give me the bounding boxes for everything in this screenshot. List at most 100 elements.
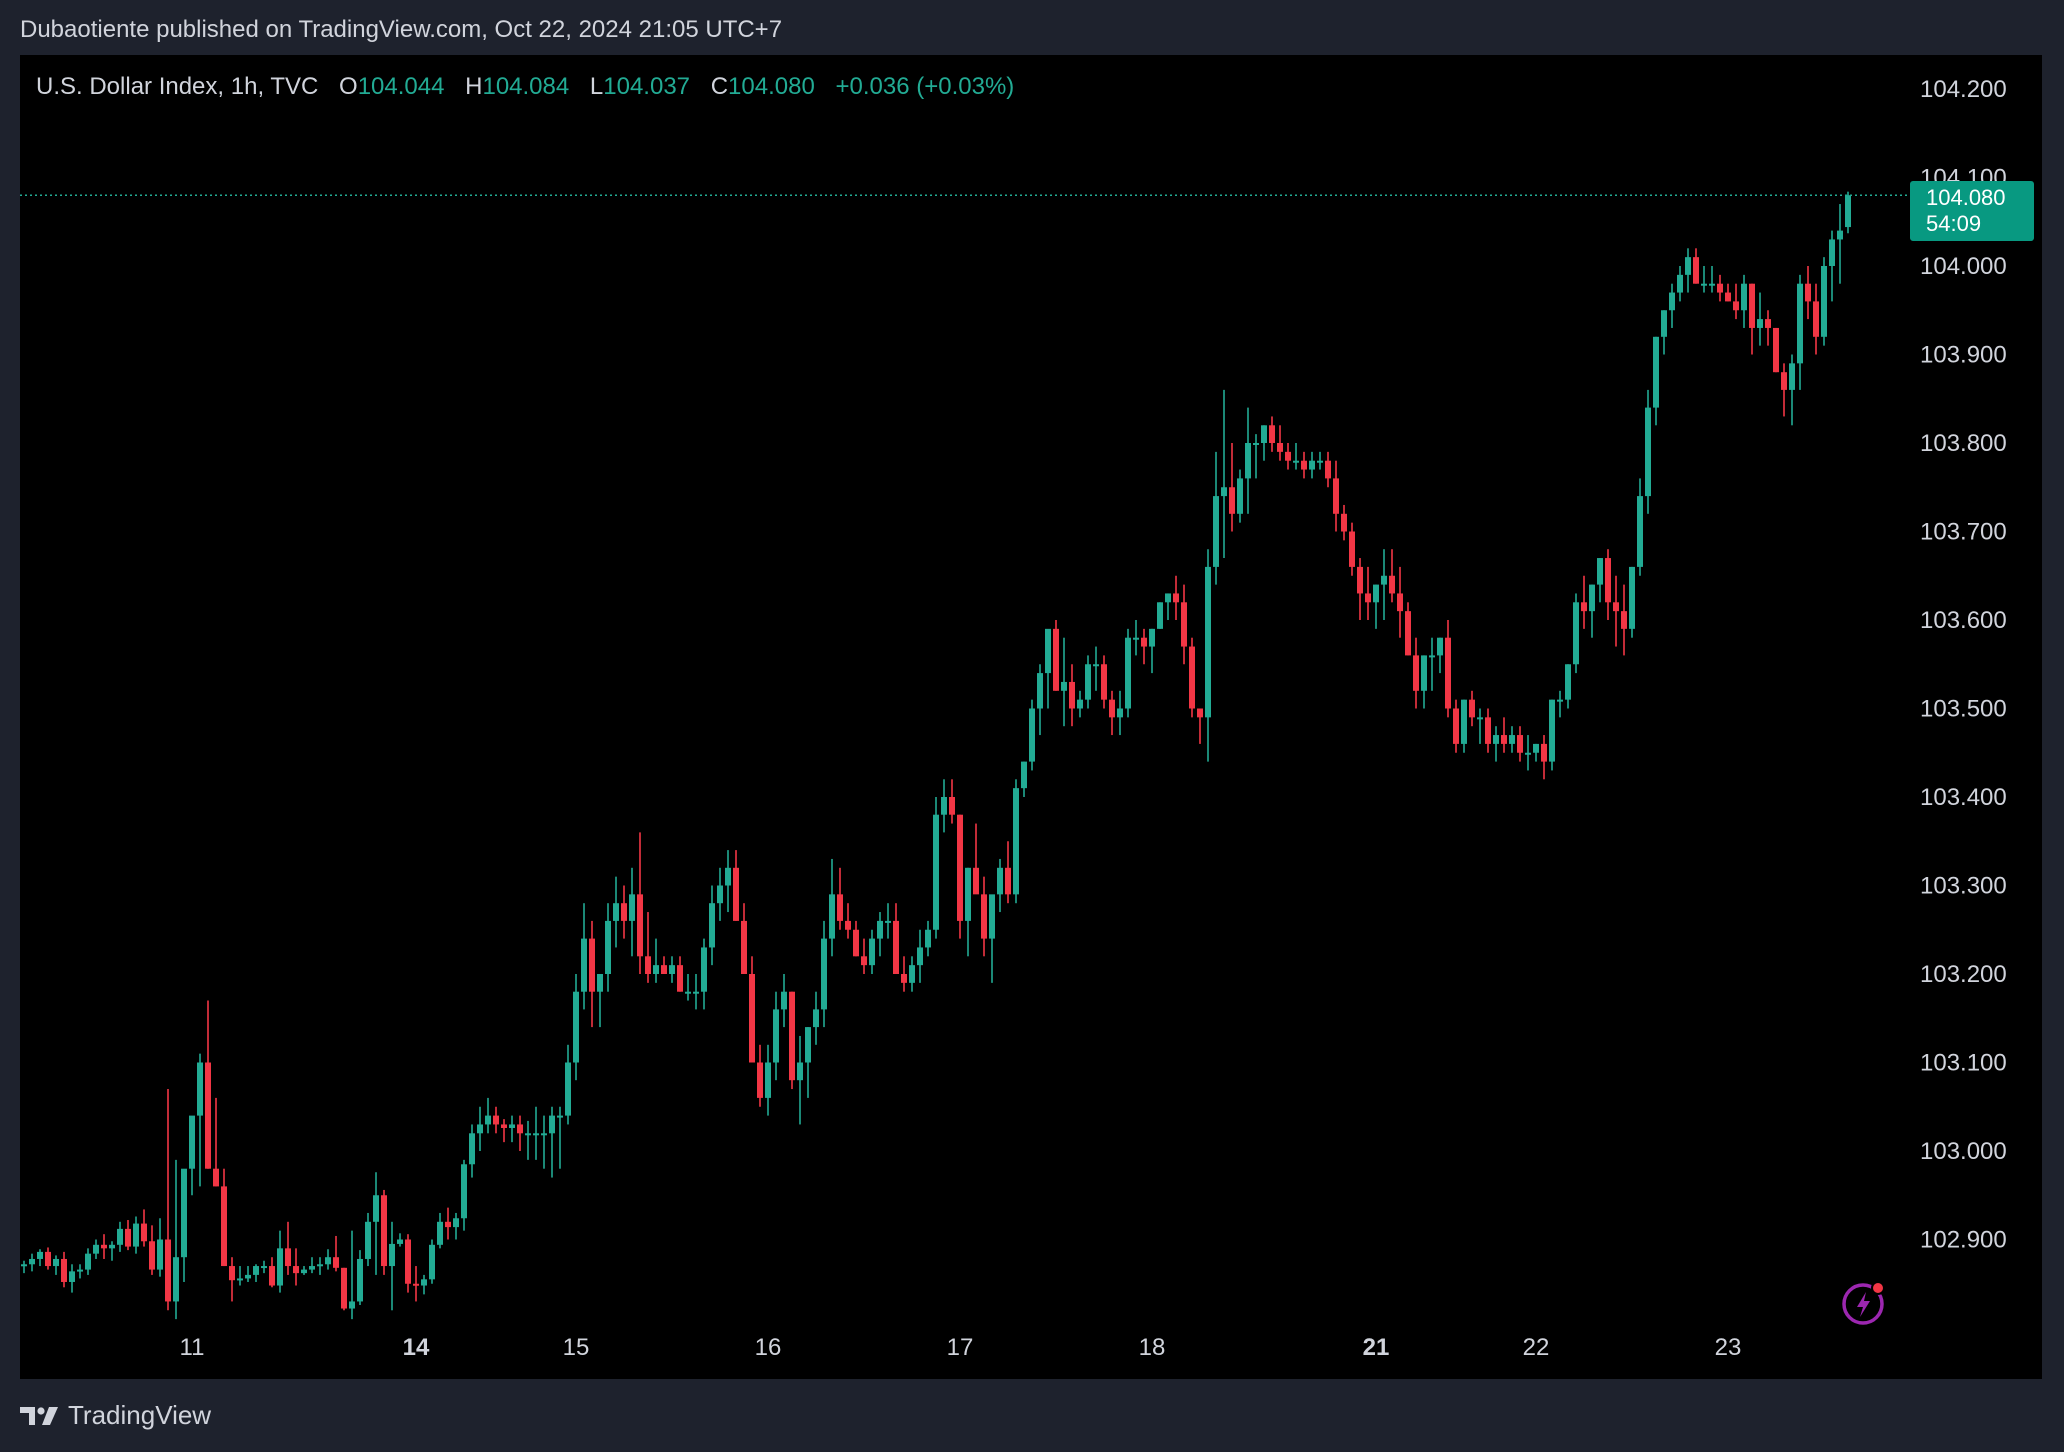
y-tick-label: 103.300 [1920,873,2007,900]
candle [1069,664,1075,727]
candle [941,779,947,833]
candle-body [277,1248,283,1286]
candle-body [765,1062,771,1098]
candle-body [557,1115,563,1118]
candle-body [797,1062,803,1081]
candle-body [1789,363,1795,390]
candle [853,920,859,957]
candle-body [125,1228,131,1247]
candle-body [1021,761,1027,789]
candle [1285,443,1291,470]
candle [1677,266,1683,302]
y-tick-label: 104.200 [1920,76,2007,103]
candle-body [189,1115,195,1169]
candle-body [1325,460,1331,479]
candle-body [1717,283,1723,293]
candle [949,779,955,824]
candle [957,814,963,939]
tradingview-brand[interactable]: TradingView [20,1400,211,1431]
candle-body [77,1269,83,1272]
y-tick-label: 103.600 [1920,607,2007,634]
candle-body [909,965,915,983]
candle-body [333,1257,339,1268]
candle [1533,743,1539,762]
candle [629,867,635,957]
candle-body [1189,646,1195,709]
candle [1717,274,1723,302]
candle-body [877,920,883,939]
candle-body [197,1062,203,1116]
candle [221,1168,227,1267]
candle-body [1037,673,1043,709]
candle [1597,558,1603,603]
candle [485,1097,491,1134]
candle-body [893,920,899,974]
candle-body [1741,283,1747,311]
candle-body [29,1258,35,1265]
candle [373,1172,379,1275]
candle [821,920,827,1028]
candle [837,867,843,930]
candle-body [1389,575,1395,594]
candle [1549,699,1555,771]
candle [1341,504,1347,541]
candle-body [205,1062,211,1169]
candle-body [253,1266,259,1275]
candle [1477,708,1483,744]
candle [1373,584,1379,629]
candle [1765,310,1771,346]
y-tick-label: 103.900 [1920,342,2007,369]
candle [309,1257,315,1274]
candle [1349,522,1355,576]
candle-body [981,894,987,939]
candle-body [629,894,635,921]
y-tick-label: 103.200 [1920,961,2007,988]
candle [901,956,907,992]
x-tick-label: 11 [180,1334,205,1361]
candle-body [861,956,867,966]
candle [1669,283,1675,328]
candle-body [1261,425,1267,443]
candle [1085,655,1091,709]
candle [1437,637,1443,674]
candle [525,1120,531,1160]
candle [477,1106,483,1151]
candle-body [1581,602,1587,612]
candle [1701,266,1707,293]
candle-body [901,974,907,983]
lightning-icon[interactable] [1840,1277,1890,1327]
candle [1509,726,1515,753]
candle-body [1429,655,1435,658]
candle-body [1405,611,1411,656]
candle [1797,274,1803,390]
candle-body [69,1271,75,1282]
candle [277,1230,283,1293]
y-tick-label: 103.800 [1920,430,2007,457]
candle-body [1205,566,1211,718]
candle-body [509,1124,515,1128]
candle [533,1106,539,1160]
candle-body [381,1195,387,1267]
candle [765,1044,771,1116]
candle [1813,283,1819,355]
candle-body [45,1251,51,1267]
candlestick-chart[interactable]: 104.200104.100104.000103.900103.800103.7… [20,55,2042,1379]
candle-body [405,1239,411,1284]
chart-area[interactable]: 104.200 104.100 104.000 103.900 103.800 103.7… [20,55,2042,1379]
candle-body [1165,593,1171,603]
candle-body [285,1248,291,1267]
candle-body [1005,867,1011,895]
candle [1589,584,1595,638]
candle-body [1333,478,1339,514]
candle-body [941,797,947,815]
candle [1573,593,1579,674]
candle [1461,699,1467,753]
candle-body [1837,230,1843,240]
candle [1205,549,1211,762]
y-tick-label: 103.700 [1920,519,2007,546]
candle [493,1106,499,1134]
candle [293,1248,299,1286]
candle [885,903,891,939]
candle [1557,690,1563,718]
candle-body [789,991,795,1081]
